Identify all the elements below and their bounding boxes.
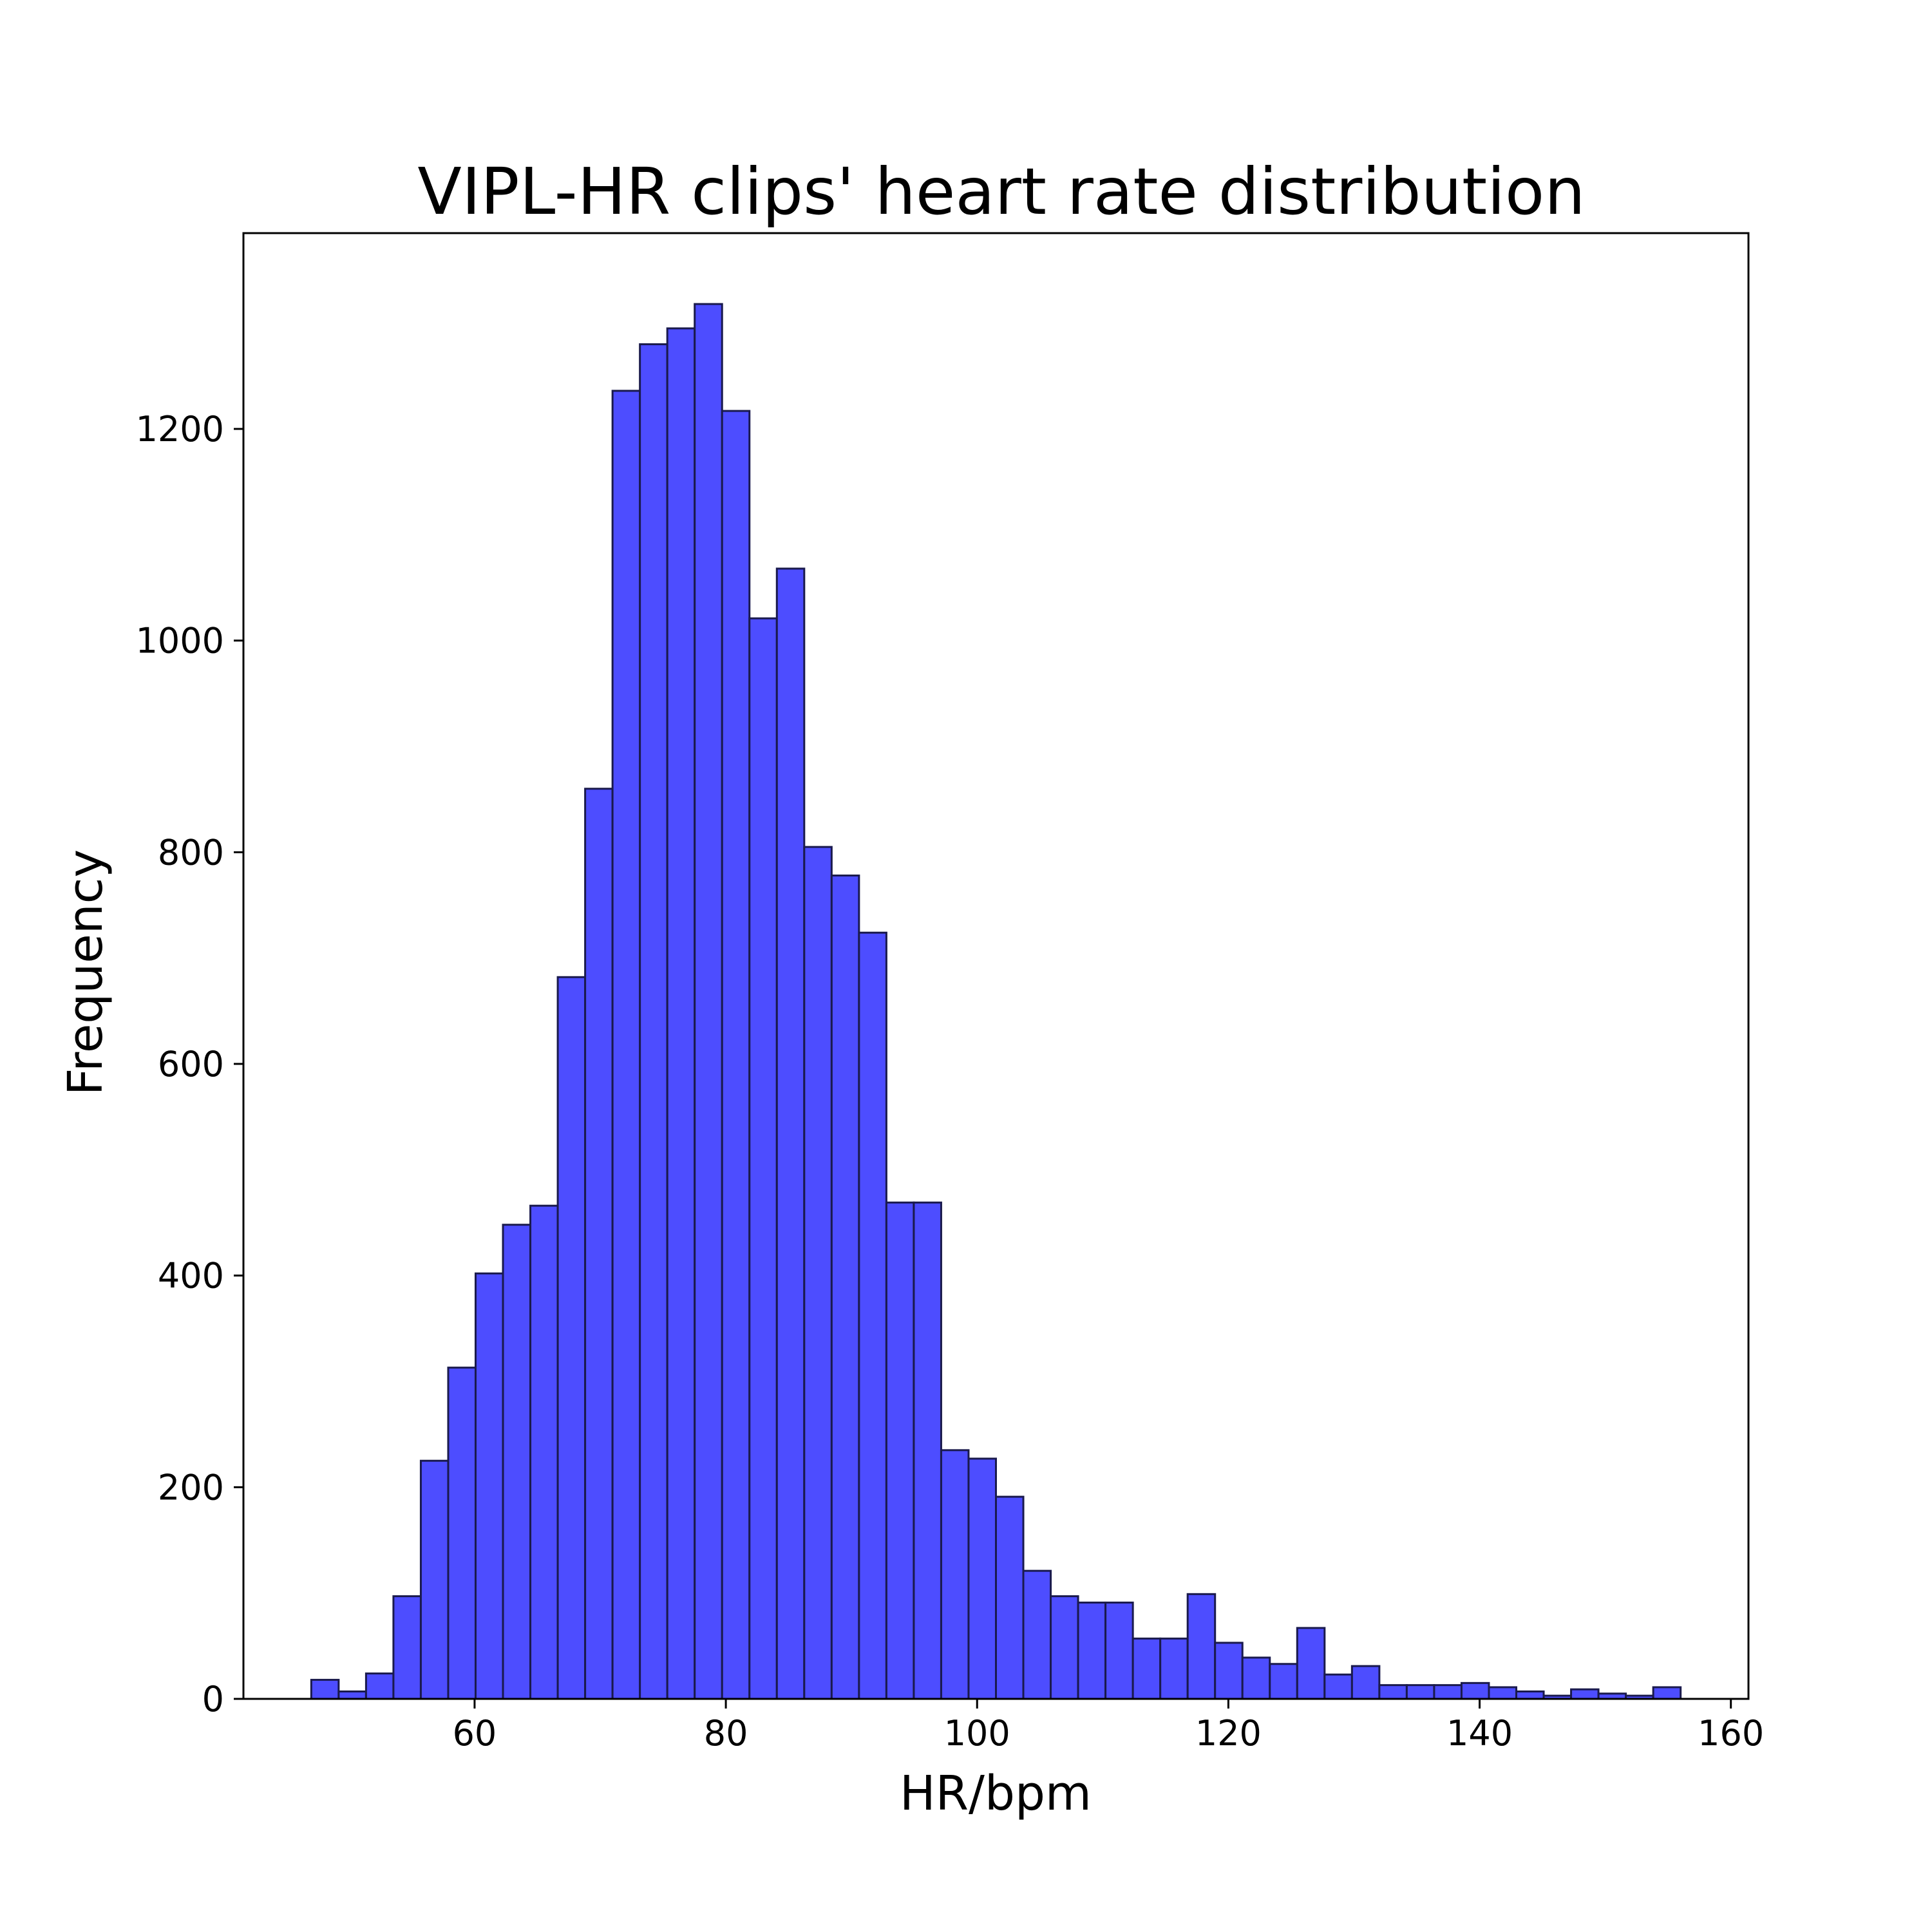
histogram-bar <box>1350 1665 1381 1700</box>
histogram-bar <box>1241 1656 1271 1700</box>
y-tick-label: 1200 <box>136 409 224 450</box>
histogram-bar <box>584 788 614 1700</box>
histogram-bar <box>748 617 778 1700</box>
histogram-bar <box>392 1595 422 1700</box>
histogram-bar <box>1269 1663 1298 1700</box>
y-tick-label: 0 <box>202 1679 224 1719</box>
histogram-bar <box>365 1672 395 1700</box>
x-axis-label: HR/bpm <box>900 1766 1092 1821</box>
histogram-bar <box>337 1690 367 1700</box>
histogram-bar <box>1570 1688 1600 1700</box>
histogram-bar <box>803 846 833 1700</box>
histogram-bar <box>995 1495 1025 1700</box>
histogram-bar <box>1214 1642 1244 1700</box>
histogram-bar <box>1050 1595 1079 1700</box>
histogram-bars <box>310 303 1682 1700</box>
chart-title: VIPL-HR clips' heart rate distribution <box>417 154 1585 229</box>
histogram-bar <box>529 1204 559 1700</box>
histogram-bar <box>1378 1684 1408 1700</box>
histogram-bar <box>1488 1686 1518 1700</box>
histogram-bar <box>885 1201 915 1700</box>
histogram-bar <box>310 1678 340 1700</box>
histogram-bar <box>1186 1593 1217 1700</box>
x-tick-label: 140 <box>1446 1713 1513 1754</box>
y-axis-label: Frequency <box>58 849 113 1095</box>
histogram-bar <box>1323 1673 1353 1700</box>
histogram-bar <box>1405 1684 1435 1700</box>
histogram-bar <box>502 1224 532 1700</box>
histogram-bar <box>419 1459 450 1700</box>
histogram-bar <box>1022 1569 1052 1700</box>
histogram-bar <box>611 390 641 1700</box>
histogram-bar <box>1433 1684 1463 1700</box>
histogram-bar <box>1132 1637 1162 1700</box>
x-axis-ticks: 60 80 100 120 140 160 <box>453 1699 1764 1754</box>
x-tick-label: 160 <box>1698 1713 1764 1754</box>
histogram-bar <box>1460 1681 1490 1700</box>
histogram-bar <box>775 567 806 1700</box>
histogram-bar <box>1104 1601 1134 1700</box>
y-axis-ticks: 0 200 400 600 800 1000 1200 <box>136 409 243 1719</box>
histogram-bar <box>858 931 887 1700</box>
histogram-bar <box>721 410 751 1700</box>
histogram-bar <box>1296 1627 1326 1700</box>
plot-frame <box>242 232 1750 1700</box>
histogram-bar <box>1077 1601 1107 1700</box>
histogram-bar <box>694 303 723 1700</box>
histogram-bar <box>830 874 860 1700</box>
histogram-bar <box>1159 1637 1189 1700</box>
histogram-bar <box>1652 1686 1682 1700</box>
y-tick-label: 400 <box>158 1256 224 1296</box>
histogram-bar <box>913 1201 942 1700</box>
histogram-bar <box>1515 1690 1545 1700</box>
histogram-bar <box>447 1367 477 1700</box>
y-tick-label: 600 <box>158 1044 224 1084</box>
y-tick-label: 800 <box>158 832 224 873</box>
x-tick-label: 120 <box>1195 1713 1262 1754</box>
x-tick-label: 100 <box>944 1713 1010 1754</box>
histogram-bar <box>556 976 587 1700</box>
x-tick-label: 80 <box>704 1713 748 1754</box>
histogram-bar <box>474 1272 504 1700</box>
histogram-bar <box>967 1457 998 1700</box>
histogram-bar <box>940 1449 970 1700</box>
histogram-bar <box>639 343 668 1700</box>
y-tick-label: 200 <box>158 1467 224 1508</box>
y-tick-label: 1000 <box>136 621 224 661</box>
histogram-bar <box>666 327 696 1700</box>
x-tick-label: 60 <box>453 1713 497 1754</box>
